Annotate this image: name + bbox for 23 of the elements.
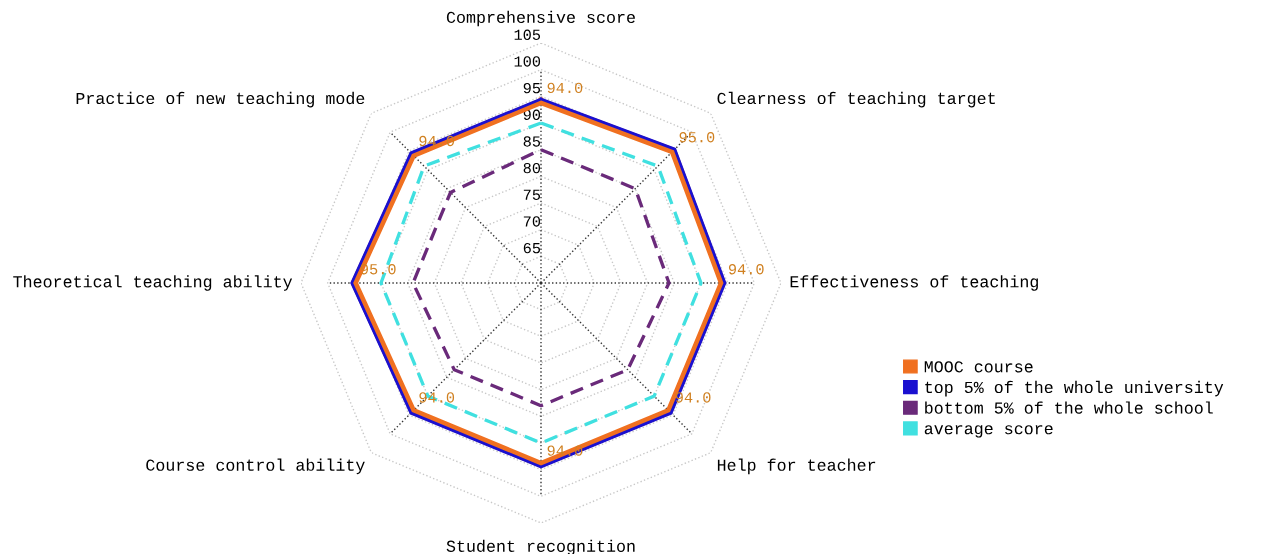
spoke-label: Theoretical teaching ability	[13, 275, 293, 291]
data-label: 94.0	[547, 82, 583, 94]
spoke-label: Clearness of teaching target	[717, 91, 995, 108]
legend-label: MOOC course	[924, 361, 1033, 373]
spoke-label: Comprehensive score	[446, 10, 635, 27]
y-tick-label: 95	[523, 82, 541, 94]
y-tick-label: 105	[514, 29, 541, 40]
y-tick-label: 100	[514, 56, 541, 67]
spoke-label: Practice of new teaching mode	[76, 91, 365, 108]
legend-label: bottom 5% of the whole school	[925, 401, 1213, 414]
spoke-label: Effectiveness of teaching	[790, 275, 1038, 291]
y-tick-label: 85	[523, 136, 541, 147]
y-tick-label: 75	[523, 189, 541, 200]
y-tick-label: 80	[523, 162, 541, 174]
y-tick-label: 65	[523, 242, 541, 254]
spoke-label: Course control ability	[146, 458, 365, 475]
legend-label: average score	[924, 425, 1053, 438]
spoke-label: Help for teacher	[717, 458, 876, 475]
data-label: 94.0	[728, 264, 764, 275]
y-tick-label: 70	[523, 216, 541, 227]
data-label: 95.0	[679, 132, 715, 143]
legend-label: top 5% of the whole university	[925, 380, 1224, 397]
y-tick-label: 90	[523, 109, 541, 120]
